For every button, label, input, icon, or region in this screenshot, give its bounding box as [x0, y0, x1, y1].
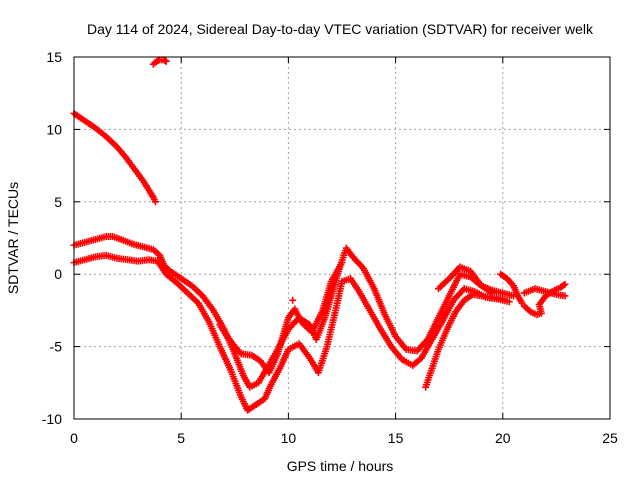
data-point-marker	[505, 298, 513, 306]
y-tick-label: 5	[54, 194, 62, 210]
series-arc-main-lower	[70, 251, 513, 414]
y-tick-label: 0	[54, 266, 62, 282]
x-tick-label: 20	[495, 430, 511, 446]
x-tick-label: 15	[388, 430, 404, 446]
series-arc-falling	[70, 109, 159, 206]
data-point-marker	[151, 198, 159, 206]
y-tick-label: -10	[42, 411, 62, 427]
data-point-marker	[289, 296, 297, 304]
series-arc-end-a	[497, 270, 526, 307]
series-isolated	[289, 296, 297, 304]
data-point-marker	[488, 289, 496, 297]
x-tick-label: 0	[70, 430, 78, 446]
plot-frame	[73, 56, 611, 420]
series-arc-end-b	[520, 280, 569, 319]
axis-ticks	[73, 56, 611, 420]
x-tick-label: 5	[177, 430, 185, 446]
data-point-marker	[162, 57, 170, 65]
y-tick-label: 10	[46, 121, 62, 137]
data-points	[70, 56, 569, 414]
data-point-marker	[499, 295, 507, 303]
y-tick-label: 15	[46, 49, 62, 65]
series-arc-mid	[216, 259, 346, 377]
y-axis-title: SDTVAR / TECUs	[5, 182, 21, 294]
data-point-marker	[561, 280, 569, 288]
x-tick-label: 25	[602, 430, 618, 446]
series-arc-end-c	[520, 285, 569, 300]
x-tick-label: 10	[281, 430, 297, 446]
series-arc-high-top	[149, 56, 170, 68]
chart-title: Day 114 of 2024, Sidereal Day-to-day VTE…	[87, 21, 594, 37]
y-tick-label: -5	[50, 339, 63, 355]
data-point-marker	[561, 292, 569, 300]
data-point-marker	[560, 281, 568, 289]
series-arc-late-upper	[434, 263, 496, 297]
x-axis-title: GPS time / hours	[287, 458, 394, 474]
grid-lines	[74, 57, 610, 419]
series-arc-late-rising	[422, 290, 507, 391]
data-point-marker	[338, 259, 346, 267]
tick-labels: 0 5 10 15 20 25 -10 -5 0 5 10 15	[42, 49, 618, 446]
